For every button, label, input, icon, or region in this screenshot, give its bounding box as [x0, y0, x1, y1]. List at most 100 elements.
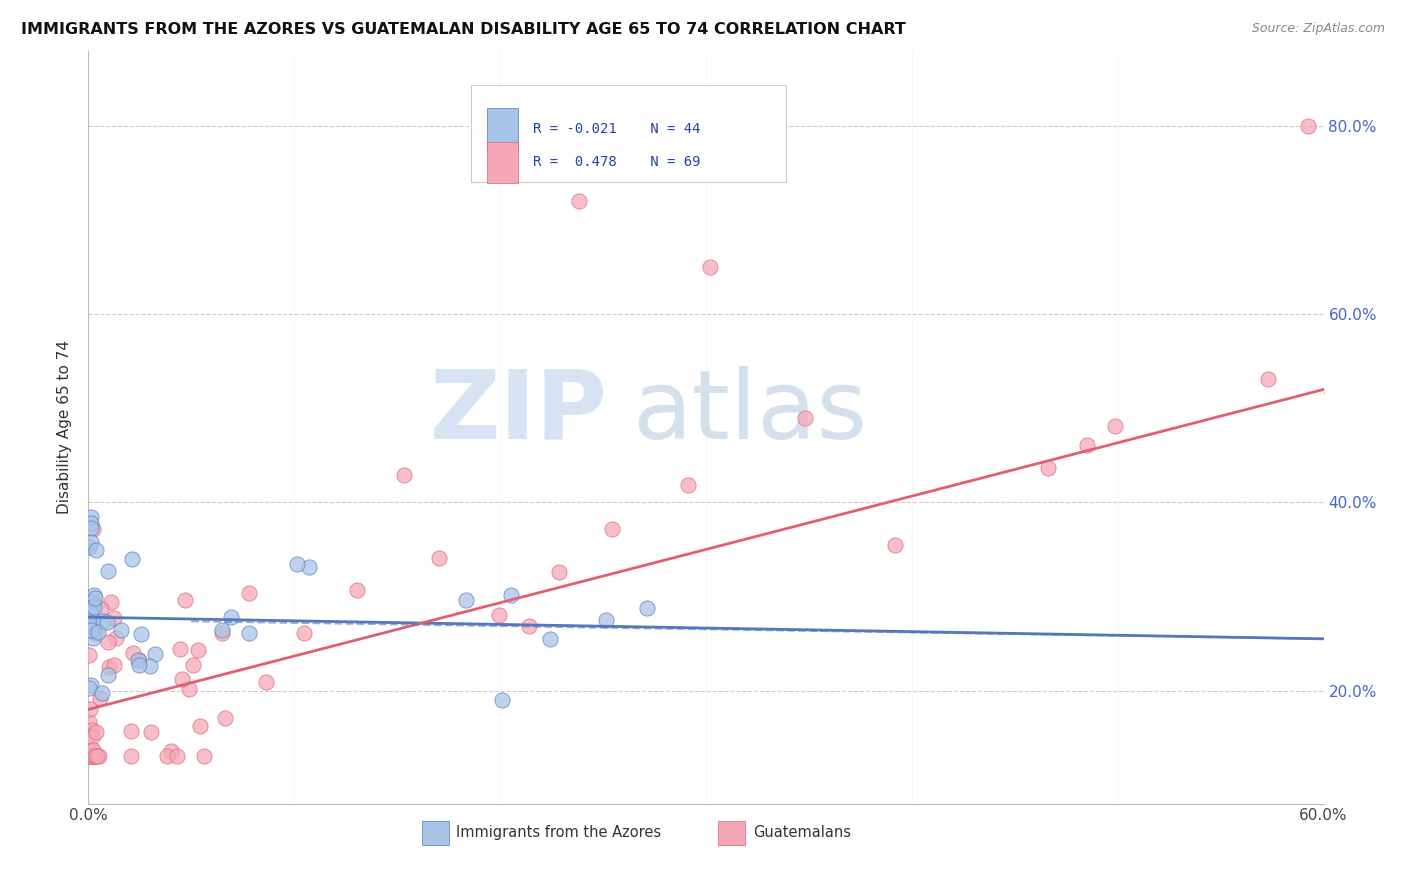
Point [77, 729, 100, 743]
Bar [488, 108, 517, 150]
Point [79, 702, 101, 716]
Point [214, 711, 236, 725]
Point [80, 516, 103, 530]
Point [89, 690, 111, 705]
Point [127, 653, 149, 667]
Text: IMMIGRANTS FROM THE AZORES VS GUATEMALAN DISABILITY AGE 65 TO 74 CORRELATION CHA: IMMIGRANTS FROM THE AZORES VS GUATEMALAN… [21, 22, 905, 37]
Point [219, 610, 242, 624]
Point [676, 478, 699, 492]
Point [193, 749, 215, 764]
Point [139, 724, 162, 739]
Bar [422, 821, 449, 845]
Point [128, 652, 150, 666]
Point [82, 617, 104, 632]
Point [89, 749, 111, 764]
Point [156, 749, 179, 764]
Point [600, 522, 623, 536]
Point [79, 534, 101, 549]
Point [103, 657, 125, 672]
Text: R =  0.478    N = 69: R = 0.478 N = 69 [533, 155, 700, 169]
Point [1076, 438, 1098, 452]
Point [80, 521, 103, 535]
Point [84, 543, 107, 558]
Point [77, 648, 100, 662]
Point [82, 599, 104, 614]
Point [454, 592, 477, 607]
Y-axis label: Disability Age 65 to 74: Disability Age 65 to 74 [58, 340, 72, 514]
Point [97, 634, 120, 648]
Point [538, 632, 561, 646]
Point [100, 594, 122, 608]
Point [129, 627, 152, 641]
Point [794, 410, 817, 425]
Point [491, 693, 513, 707]
Point [427, 550, 450, 565]
Point [169, 642, 191, 657]
Point [120, 749, 142, 764]
Point [172, 672, 194, 686]
Point [80, 742, 103, 756]
Point [128, 658, 150, 673]
Point [79, 595, 101, 609]
Point [83, 593, 105, 607]
Point [97, 667, 120, 681]
Point [110, 623, 132, 637]
Point [82, 631, 104, 645]
Text: Guatemalans: Guatemalans [752, 825, 851, 840]
Point [488, 608, 510, 623]
Point [211, 623, 233, 637]
Point [166, 749, 188, 764]
Point [84, 626, 107, 640]
Point [392, 468, 415, 483]
Point [548, 565, 571, 579]
Point [86, 749, 108, 764]
Point [79, 607, 101, 621]
Point [77, 715, 100, 730]
Point [499, 588, 522, 602]
Point [636, 601, 658, 615]
Point [96, 615, 118, 629]
Text: atlas: atlas [631, 366, 868, 458]
Point [1257, 371, 1279, 385]
Point [84, 725, 107, 739]
Point [79, 749, 101, 764]
Point [595, 613, 617, 627]
Point [77, 749, 100, 764]
Point [1298, 119, 1320, 133]
Point [285, 557, 308, 571]
Point [77, 681, 100, 696]
Point [86, 625, 108, 640]
Point [254, 674, 277, 689]
Point [83, 749, 105, 764]
Point [1104, 418, 1126, 433]
Point [173, 592, 195, 607]
Point [238, 585, 260, 599]
Point [120, 723, 142, 738]
Point [90, 602, 112, 616]
Point [346, 582, 368, 597]
Point [91, 615, 114, 629]
Point [82, 522, 104, 536]
Point [121, 552, 143, 566]
Point [699, 260, 721, 274]
Point [517, 619, 540, 633]
Point [80, 623, 103, 637]
Point [83, 749, 105, 764]
Point [80, 678, 103, 692]
Point [139, 659, 162, 673]
Point [1320, 384, 1343, 399]
Point [80, 731, 103, 745]
Point [80, 723, 103, 737]
Point [143, 648, 166, 662]
Point [103, 611, 125, 625]
Text: Source: ZipAtlas.com: Source: ZipAtlas.com [1251, 22, 1385, 36]
Point [80, 509, 103, 524]
Point [83, 600, 105, 615]
Point [80, 749, 103, 764]
Point [84, 749, 107, 764]
Point [98, 660, 121, 674]
Point [160, 743, 183, 757]
Text: ZIP: ZIP [429, 366, 607, 458]
Point [91, 686, 114, 700]
Point [77, 541, 100, 555]
